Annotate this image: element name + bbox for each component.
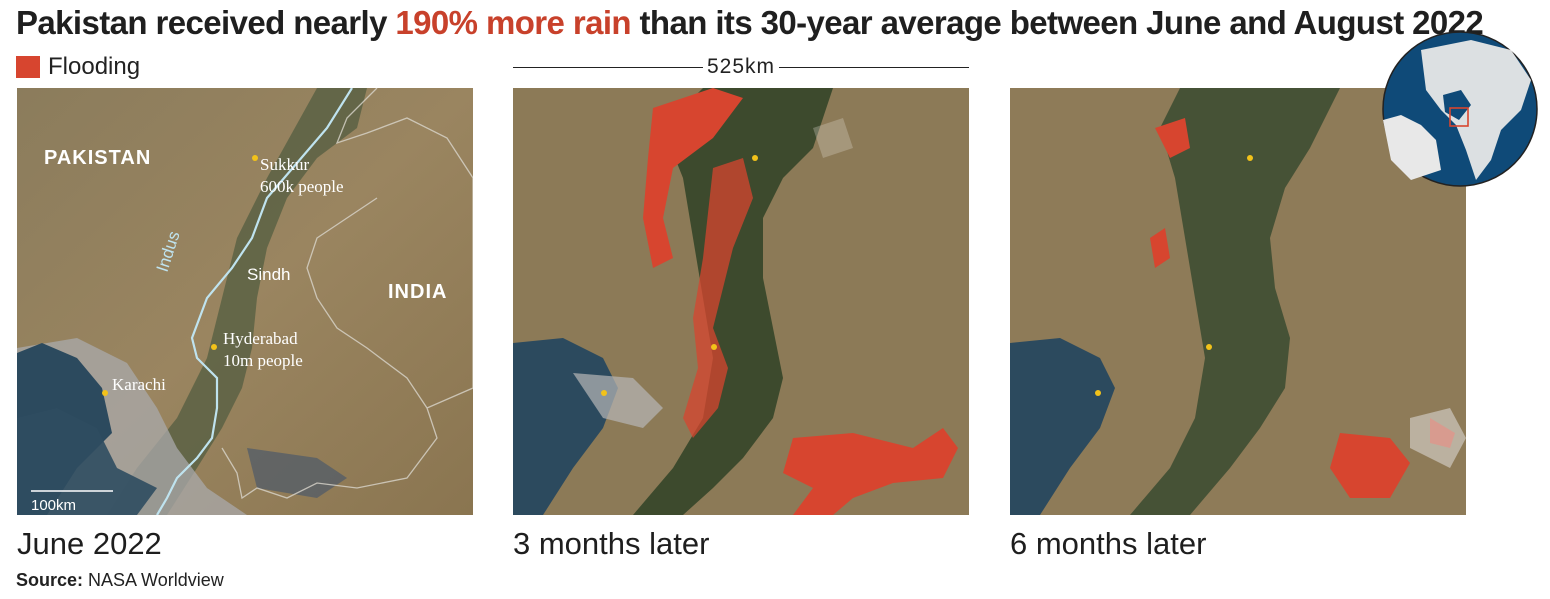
label-india: INDIA <box>388 281 447 303</box>
sukkur-marker <box>752 155 758 161</box>
satellite-map <box>1010 88 1466 515</box>
title-highlight: 190% more rain <box>395 4 631 41</box>
karachi-marker <box>102 390 108 396</box>
panel-label-3-months: 3 months later <box>513 526 710 561</box>
satellite-map: PAKISTAN INDIA Sukkur 600k people Sindh … <box>17 88 473 515</box>
label-hyderabad: Hyderabad <box>223 329 298 348</box>
label-hyderabad-population: 10m people <box>223 351 303 370</box>
panel-label-6-months: 6 months later <box>1010 526 1207 561</box>
satellite-map <box>513 88 969 515</box>
chart-title: Pakistan received nearly 190% more rain … <box>16 4 1484 42</box>
vegetation <box>1130 88 1340 515</box>
title-text-start: Pakistan received nearly <box>16 4 396 41</box>
map-panel-6-months-later <box>1010 88 1466 515</box>
scale-label: 525km <box>702 56 780 78</box>
map-panel-3-months-later <box>513 88 969 515</box>
locator-globe <box>1381 30 1539 188</box>
panel-label-june-2022: June 2022 <box>17 526 162 561</box>
locator-globe-map <box>1382 31 1538 187</box>
scale-bar-525km: 525km <box>513 56 969 80</box>
indus-river <box>156 88 353 515</box>
label-sindh: Sindh <box>247 265 290 284</box>
flood-patch-north <box>1155 118 1190 158</box>
karachi-marker <box>601 390 607 396</box>
arabian-sea <box>1010 338 1115 515</box>
map-panel-june-2022: PAKISTAN INDIA Sukkur 600k people Sindh … <box>17 88 473 515</box>
hyderabad-marker <box>1206 344 1212 350</box>
label-karachi: Karachi <box>112 375 166 394</box>
source-text: NASA Worldview <box>83 570 224 590</box>
flooding-swatch <box>16 56 40 78</box>
indus-valley <box>107 88 367 515</box>
source-prefix: Source: <box>16 570 84 590</box>
province-border <box>221 88 473 500</box>
locator-box <box>1449 107 1469 127</box>
hyderabad-marker <box>211 344 217 350</box>
karachi-marker <box>1095 390 1101 396</box>
sukkur-marker <box>1247 155 1253 161</box>
flood-west <box>643 88 743 268</box>
flood-patch-south <box>1330 433 1410 498</box>
label-pakistan: PAKISTAN <box>44 147 151 169</box>
label-sukkur-population: 600k people <box>260 177 344 196</box>
title-text-end: than its 30-year average between June an… <box>630 4 1484 41</box>
legend-label: Flooding <box>48 53 141 80</box>
flood-central <box>683 158 753 438</box>
flood-south <box>783 428 958 515</box>
flooded-vegetation <box>633 88 833 515</box>
legend: Flooding <box>16 53 140 81</box>
source-note: Source: NASA Worldview <box>16 570 224 591</box>
label-sukkur: Sukkur <box>260 155 309 174</box>
sukkur-marker <box>252 155 258 161</box>
small-scale-label: 100km <box>31 497 76 514</box>
hyderabad-marker <box>711 344 717 350</box>
